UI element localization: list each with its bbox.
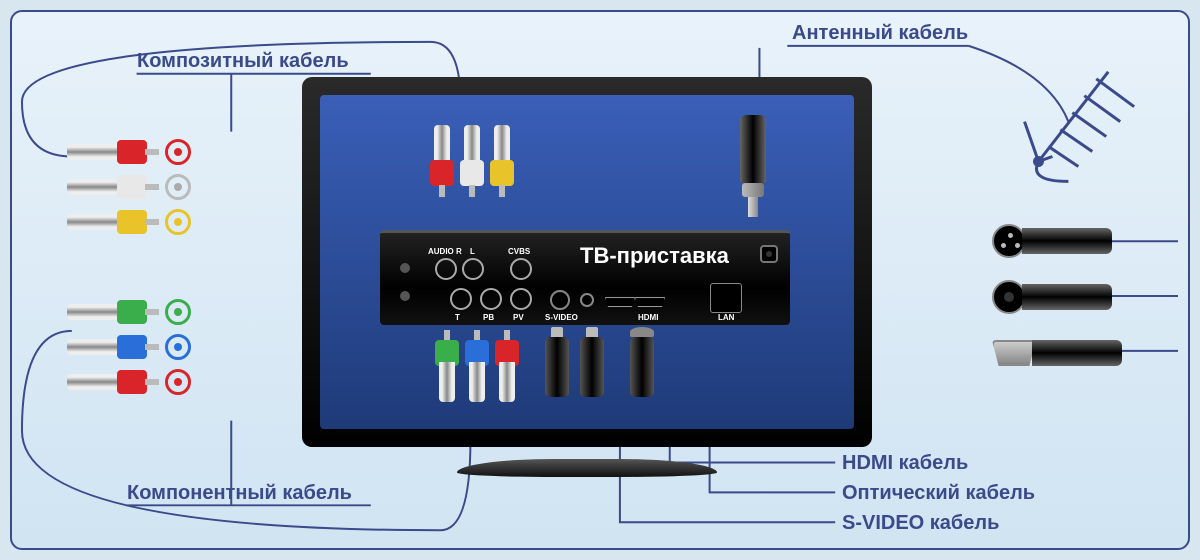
pl-cvbs: CVBS <box>508 247 530 256</box>
pl-t: T <box>455 313 460 322</box>
vplug-yellow <box>490 125 514 195</box>
port-hdmi-aux <box>605 297 635 307</box>
hdmi-plug <box>630 327 654 407</box>
label-antenna: Антенный кабель <box>792 22 968 45</box>
rca-plug-yellow <box>67 210 157 234</box>
svideo-plug-1 <box>545 327 569 407</box>
label-svideo: S-VIDEO кабель <box>842 512 999 535</box>
tv: ТВ-приставка AUDIO R L CVBS <box>302 77 872 477</box>
uplug-green <box>435 330 459 400</box>
pl-audio-r: AUDIO R <box>428 247 462 256</box>
pl-sv: S-VIDEO <box>545 313 578 322</box>
label-composite: Композитный кабель <box>137 50 349 73</box>
rca-plug-green <box>67 300 157 324</box>
tv-bezel: ТВ-приставка AUDIO R L CVBS <box>302 77 872 447</box>
port-rf <box>760 245 778 263</box>
svideo-plug-2 <box>580 327 604 407</box>
rca-plug-red <box>67 140 157 164</box>
port-audio-l <box>462 258 484 280</box>
pl-pv: PV <box>513 313 524 322</box>
vplug-white <box>460 125 484 195</box>
pl-lan: LAN <box>718 313 734 322</box>
connector-optical <box>992 280 1112 314</box>
set-top-box: ТВ-приставка AUDIO R L CVBS <box>380 230 790 325</box>
port-lan <box>710 283 742 313</box>
port-svideo-2 <box>580 293 594 307</box>
antenna-plug <box>740 115 766 215</box>
label-component: Компонентный кабель <box>127 482 352 505</box>
port-cvbs <box>510 258 532 280</box>
pl-pb: PB <box>483 313 494 322</box>
rca-plug-white <box>67 175 157 199</box>
rca-plug-red-2 <box>67 370 157 394</box>
diagram-panel: Композитный кабель Компонентный кабель А… <box>10 10 1190 550</box>
pl-hdmi: HDMI <box>638 313 658 322</box>
uplug-blue <box>465 330 489 400</box>
connector-svideo-din <box>992 224 1112 258</box>
vplug-red <box>430 125 454 195</box>
port-svideo <box>550 290 570 310</box>
tv-stand <box>457 459 717 477</box>
tv-screen: ТВ-приставка AUDIO R L CVBS <box>320 95 854 429</box>
rca-plug-blue <box>67 335 157 359</box>
port-ypbpr-y <box>450 288 472 310</box>
port-hdmi <box>635 297 665 307</box>
pl-audio-l: L <box>470 247 475 256</box>
port-ypbpr-pb <box>480 288 502 310</box>
label-optical: Оптический кабель <box>842 482 1035 505</box>
stb-title: ТВ-приставка <box>580 243 729 269</box>
stb-screws <box>400 263 410 273</box>
uplug-red <box>495 330 519 400</box>
port-audio-r <box>435 258 457 280</box>
port-ypbpr-pr <box>510 288 532 310</box>
connector-hdmi <box>992 336 1112 370</box>
